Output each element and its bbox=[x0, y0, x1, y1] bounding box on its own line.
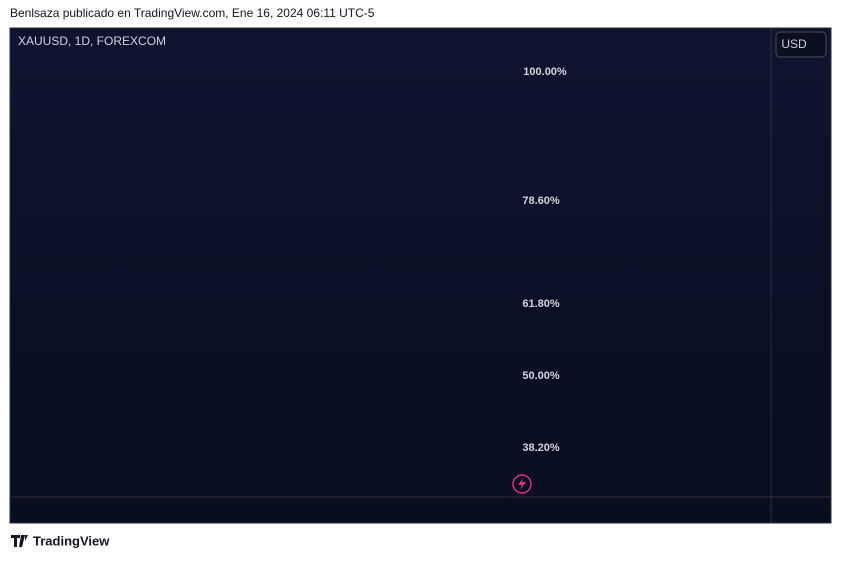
fib-label: 78.60% bbox=[522, 195, 560, 207]
fib-label: 61.80% bbox=[522, 298, 560, 310]
currency-button[interactable] bbox=[775, 31, 827, 58]
alert-icon[interactable] bbox=[512, 474, 532, 494]
header: Benlsaza publicado en TradingView.com, E… bbox=[10, 6, 375, 20]
fib-label: 50.00% bbox=[522, 370, 560, 382]
footer-brand: TradingView bbox=[33, 533, 110, 548]
tv-logo bbox=[11, 535, 28, 547]
alert-bolt bbox=[518, 478, 526, 490]
fib-label: 38.20% bbox=[522, 442, 560, 454]
symbol-title: XAUUSD, 1D, FOREXCOM bbox=[18, 34, 166, 48]
fib-label: 100.00% bbox=[523, 66, 567, 78]
currency-label[interactable]: USD bbox=[781, 37, 807, 51]
chart-panel bbox=[9, 27, 832, 524]
